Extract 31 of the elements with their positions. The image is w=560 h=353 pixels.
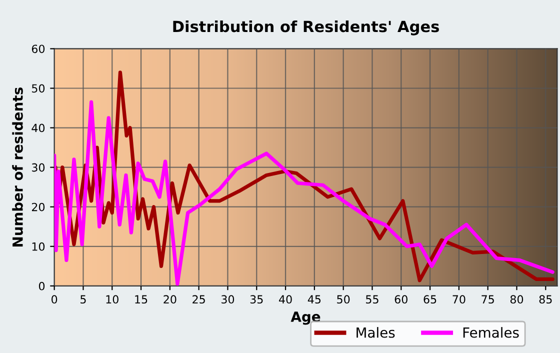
x-tick-label: 70: [452, 295, 466, 304]
y-tick-label: 30: [32, 163, 45, 172]
y-tick-label: 10: [32, 242, 45, 251]
x-tick-label: 85: [539, 295, 552, 304]
x-tick-label: 10: [106, 295, 118, 304]
x-tick-label: 35: [250, 295, 263, 304]
y-tick-label: 50: [32, 84, 45, 93]
x-tick-label: 20: [164, 295, 176, 304]
chart-title: Distribution of Residents' Ages: [173, 20, 439, 36]
y-tick-label: 60: [32, 44, 45, 54]
y-tick-label: 20: [32, 202, 45, 212]
x-tick-label: 55: [366, 295, 378, 304]
x-tick-label: 75: [482, 295, 494, 304]
y-axis-title: Number of residents: [12, 88, 23, 246]
y-tick-label: 40: [32, 124, 45, 132]
legend-label: Females: [463, 327, 519, 338]
x-tick-label: 0: [52, 295, 58, 304]
x-tick-label: 80: [510, 295, 524, 304]
x-tick-label: 60: [394, 295, 408, 304]
x-tick-label: 5: [80, 295, 86, 304]
x-tick-label: 45: [308, 295, 321, 304]
y-tick-label: 0: [38, 282, 45, 290]
x-tick-label: 25: [192, 295, 205, 304]
legend-label: Males: [356, 327, 395, 338]
x-tick-label: 50: [337, 295, 350, 304]
x-tick-label: 65: [424, 295, 436, 304]
x-axis-title: Age: [290, 312, 320, 325]
x-tick-label: 40: [279, 295, 292, 304]
x-tick-label: 15: [135, 295, 148, 304]
x-tick-label: 30: [222, 295, 234, 304]
line-series: [54, 100, 554, 286]
